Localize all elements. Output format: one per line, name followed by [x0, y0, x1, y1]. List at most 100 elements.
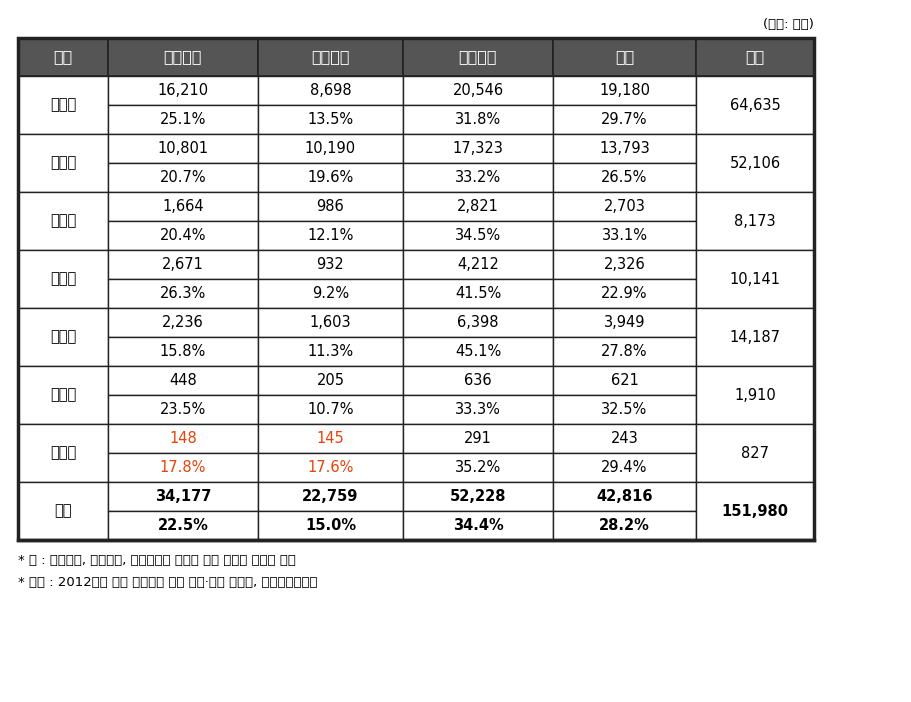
Bar: [18, 250, 107, 308]
Text: 10,141: 10,141: [729, 272, 780, 286]
Bar: [403, 192, 552, 221]
Text: 6,398: 6,398: [456, 315, 498, 330]
Bar: [18, 192, 107, 250]
Text: 응용연구: 응용연구: [311, 50, 349, 65]
Bar: [107, 366, 258, 395]
Text: 15.8%: 15.8%: [159, 344, 206, 359]
Bar: [695, 38, 814, 76]
Bar: [18, 38, 814, 540]
Text: 개발연구: 개발연구: [458, 50, 496, 65]
Bar: [258, 279, 403, 308]
Text: 31.8%: 31.8%: [455, 112, 500, 127]
Text: 22.9%: 22.9%: [600, 286, 647, 301]
Bar: [258, 192, 403, 221]
Bar: [552, 76, 695, 105]
Bar: [107, 453, 258, 482]
Bar: [107, 163, 258, 192]
Bar: [403, 395, 552, 424]
Text: 29.4%: 29.4%: [600, 460, 647, 475]
Bar: [18, 366, 107, 424]
Text: 42,816: 42,816: [596, 489, 652, 504]
Text: 33.1%: 33.1%: [601, 228, 647, 243]
Bar: [258, 308, 403, 337]
Text: 1,664: 1,664: [162, 199, 203, 214]
Bar: [403, 424, 552, 453]
Text: 986: 986: [316, 199, 344, 214]
Text: 32.5%: 32.5%: [600, 402, 647, 417]
Text: 151,980: 151,980: [721, 503, 788, 519]
Text: (단위: 억원): (단위: 억원): [763, 18, 814, 31]
Bar: [695, 424, 814, 482]
Text: 28.2%: 28.2%: [599, 518, 650, 533]
Text: 2,326: 2,326: [603, 257, 645, 272]
Text: 26.5%: 26.5%: [600, 170, 647, 185]
Bar: [18, 76, 107, 134]
Text: * 출처 : 2012년도 국가 연구개발 사업 조사·분석 보고서, 미래창조과학부: * 출처 : 2012년도 국가 연구개발 사업 조사·분석 보고서, 미래창조…: [18, 576, 317, 589]
Bar: [258, 511, 403, 540]
Text: 2,821: 2,821: [456, 199, 498, 214]
Bar: [552, 424, 695, 453]
Bar: [107, 250, 258, 279]
Bar: [552, 38, 695, 76]
Text: 34.4%: 34.4%: [452, 518, 503, 533]
Text: 22.5%: 22.5%: [158, 518, 209, 533]
Bar: [552, 250, 695, 279]
Bar: [258, 453, 403, 482]
Text: 합계: 합계: [744, 50, 763, 65]
Bar: [258, 482, 403, 511]
Bar: [18, 482, 107, 540]
Bar: [403, 134, 552, 163]
Text: 205: 205: [316, 373, 344, 388]
Text: 12.1%: 12.1%: [307, 228, 353, 243]
Text: 52,106: 52,106: [729, 156, 780, 171]
Bar: [403, 221, 552, 250]
Bar: [403, 337, 552, 366]
Text: 33.3%: 33.3%: [455, 402, 500, 417]
Bar: [403, 308, 552, 337]
Text: 20.7%: 20.7%: [159, 170, 206, 185]
Bar: [552, 453, 695, 482]
Text: 291: 291: [464, 431, 491, 446]
Bar: [552, 192, 695, 221]
Bar: [107, 279, 258, 308]
Bar: [552, 308, 695, 337]
Text: 3,949: 3,949: [603, 315, 645, 330]
Text: 636: 636: [464, 373, 491, 388]
Text: 13.5%: 13.5%: [307, 112, 353, 127]
Bar: [258, 38, 403, 76]
Text: 827: 827: [740, 446, 768, 461]
Text: 10,801: 10,801: [158, 141, 209, 156]
Text: 14,187: 14,187: [729, 329, 780, 345]
Text: 52,228: 52,228: [449, 489, 506, 504]
Bar: [107, 192, 258, 221]
Bar: [695, 134, 814, 192]
Text: 동남권: 동남권: [50, 329, 76, 345]
Bar: [552, 221, 695, 250]
Bar: [258, 163, 403, 192]
Bar: [107, 308, 258, 337]
Text: 621: 621: [609, 373, 638, 388]
Text: 강원권: 강원권: [50, 388, 76, 402]
Text: 20,546: 20,546: [452, 83, 503, 98]
Text: 23.5%: 23.5%: [159, 402, 206, 417]
Bar: [695, 482, 814, 540]
Bar: [552, 134, 695, 163]
Text: 제주권: 제주권: [50, 446, 76, 461]
Text: 64,635: 64,635: [729, 98, 780, 112]
Bar: [695, 250, 814, 308]
Text: 9.2%: 9.2%: [312, 286, 349, 301]
Bar: [403, 38, 552, 76]
Bar: [258, 134, 403, 163]
Bar: [403, 105, 552, 134]
Text: 145: 145: [316, 431, 344, 446]
Bar: [107, 221, 258, 250]
Text: * 주 : 기초연구, 응용연구, 개발연구에 속하지 않는 연구를 기타로 분류: * 주 : 기초연구, 응용연구, 개발연구에 속하지 않는 연구를 기타로 분…: [18, 554, 295, 567]
Bar: [107, 482, 258, 511]
Text: 10,190: 10,190: [304, 141, 355, 156]
Bar: [695, 308, 814, 366]
Text: 34,177: 34,177: [155, 489, 211, 504]
Bar: [258, 366, 403, 395]
Bar: [18, 308, 107, 366]
Bar: [258, 250, 403, 279]
Text: 45.1%: 45.1%: [455, 344, 500, 359]
